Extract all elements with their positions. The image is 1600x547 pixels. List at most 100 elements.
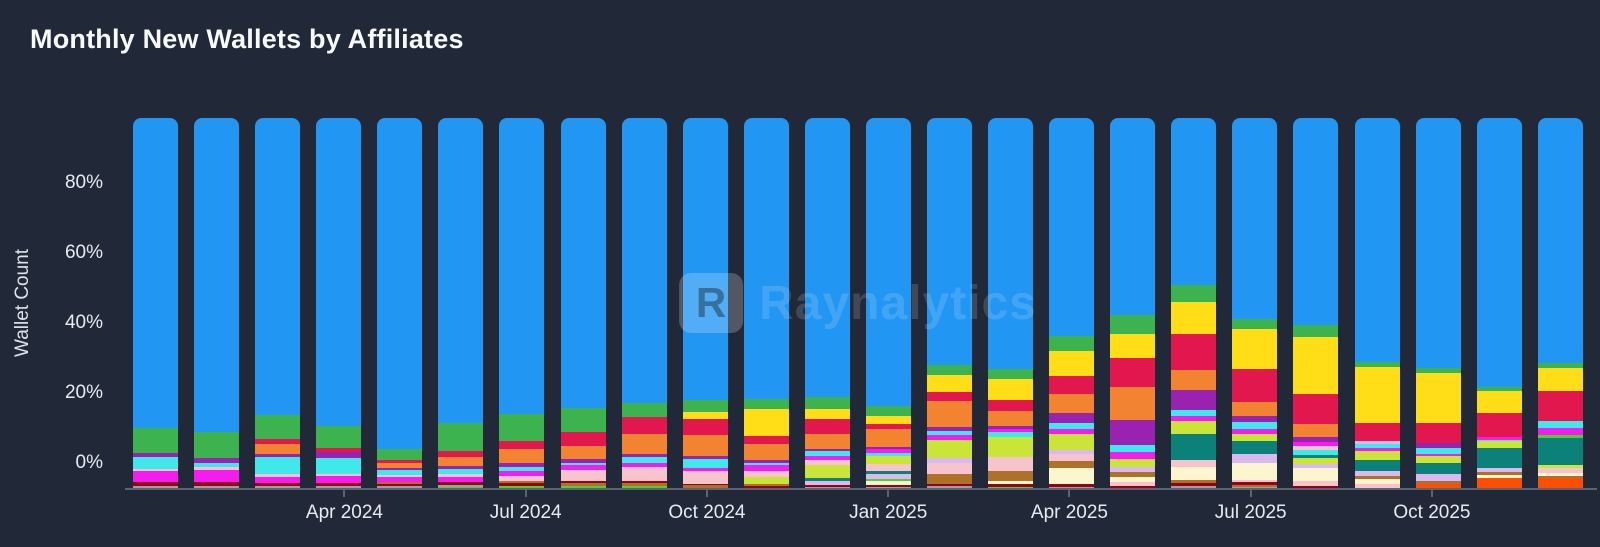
bar-segment: [743, 476, 789, 484]
bar-segment: [560, 118, 606, 408]
bar-segment: [438, 465, 484, 470]
y-tick-label: 80%: [64, 172, 103, 194]
bar-oct-2024[interactable]: [682, 118, 728, 488]
bar-feb-2025[interactable]: [927, 118, 973, 488]
bar-segment: [1049, 412, 1095, 423]
bar-may-2025[interactable]: [1110, 118, 1156, 488]
bar-segment: [865, 405, 911, 416]
bar-mar-2024[interactable]: [255, 118, 301, 488]
bar-apr-2024[interactable]: [316, 118, 362, 488]
bar-segment: [1354, 478, 1400, 484]
bar-sep-2025[interactable]: [1354, 118, 1400, 488]
bar-segment: [1232, 479, 1278, 483]
bar-jul-2024[interactable]: [499, 118, 545, 488]
bar-segment: [560, 462, 606, 466]
bar-segment: [743, 118, 789, 399]
bar-segment: [804, 481, 850, 485]
bar-segment: [927, 365, 973, 376]
bar-segment: [377, 476, 423, 482]
bar-segment: [255, 473, 301, 477]
bar-segment: [560, 480, 606, 484]
bar-jul-2025[interactable]: [1232, 118, 1278, 488]
bar-segment: [927, 392, 973, 402]
bar-segment: [988, 368, 1034, 379]
bar-segment: [1537, 464, 1583, 468]
bar-segment: [133, 471, 178, 482]
bar-segment: [1537, 427, 1583, 435]
bar-segment: [560, 432, 606, 447]
bar-segment: [1232, 329, 1278, 370]
bar-segment: [743, 444, 789, 460]
bar-segment: [1232, 118, 1278, 320]
y-tick-label: 20%: [64, 381, 103, 403]
bar-segment: [438, 473, 484, 477]
bar-segment: [1232, 482, 1278, 485]
bar-segment: [316, 452, 362, 458]
x-tick-mark: [887, 490, 890, 497]
bar-aug-2024[interactable]: [560, 118, 606, 488]
bar-segment: [1171, 118, 1217, 285]
bar-segment: [988, 400, 1034, 411]
bar-segment: [499, 118, 545, 414]
bar-segment: [927, 434, 973, 440]
bar-segment: [1293, 437, 1339, 443]
bar-segment: [133, 468, 178, 471]
bar-segment: [255, 443, 301, 454]
chart-title: Monthly New Wallets by Affiliates: [30, 24, 464, 54]
bar-oct-2025[interactable]: [1415, 118, 1461, 488]
bar-segment: [255, 476, 301, 483]
bar-segment: [316, 486, 362, 488]
bar-segment: [316, 473, 362, 477]
bar-segment: [1537, 478, 1583, 488]
bar-segment: [621, 480, 667, 483]
bar-segment: [1171, 284, 1217, 302]
bar-segment: [865, 429, 911, 447]
bar-may-2024[interactable]: [377, 118, 423, 488]
bar-sep-2024[interactable]: [621, 118, 667, 488]
x-tick-label: Jul 2025: [1214, 502, 1287, 523]
bar-segment: [1415, 483, 1461, 488]
bar-segment: [1354, 440, 1400, 445]
bar-segment: [1293, 458, 1339, 465]
bar-segment: [1537, 475, 1583, 479]
bar-feb-2024[interactable]: [194, 118, 240, 488]
bar-segment: [927, 401, 973, 427]
bar-segment: [1354, 444, 1400, 448]
bar-segment: [1476, 474, 1522, 479]
bar-nov-2024[interactable]: [743, 118, 789, 488]
bar-segment: [865, 464, 911, 472]
bar-segment: [1110, 419, 1156, 446]
bar-segment: [1415, 453, 1461, 456]
bar-mar-2025[interactable]: [988, 118, 1034, 488]
bar-segment: [1171, 485, 1217, 488]
bars-container: [133, 118, 1583, 488]
bar-segment: [682, 485, 728, 488]
bar-dec-2025[interactable]: [1537, 118, 1583, 488]
bar-segment: [255, 118, 301, 416]
bar-segment: [743, 471, 789, 477]
bar-segment: [1110, 466, 1156, 473]
bar-segment: [1110, 357, 1156, 388]
bar-segment: [865, 446, 911, 449]
bar-jun-2024[interactable]: [438, 118, 484, 488]
bar-segment: [255, 486, 301, 488]
bar-jan-2024[interactable]: [133, 118, 178, 488]
bar-segment: [682, 471, 728, 484]
bar-segment: [377, 459, 423, 463]
bar-segment: [1232, 486, 1278, 488]
bar-segment: [438, 481, 484, 485]
bar-jan-2025[interactable]: [865, 118, 911, 488]
bar-segment: [1171, 333, 1217, 371]
bar-nov-2025[interactable]: [1476, 118, 1522, 488]
bar-segment: [1110, 387, 1156, 420]
bar-segment: [865, 415, 911, 425]
bar-aug-2025[interactable]: [1293, 118, 1339, 488]
bar-jun-2025[interactable]: [1171, 118, 1217, 488]
bar-dec-2024[interactable]: [804, 118, 850, 488]
bar-segment: [1476, 472, 1522, 475]
bar-segment: [927, 483, 973, 487]
bar-segment: [499, 483, 545, 487]
bar-segment: [194, 118, 240, 432]
bar-apr-2025[interactable]: [1049, 118, 1095, 488]
bar-segment: [865, 455, 911, 465]
